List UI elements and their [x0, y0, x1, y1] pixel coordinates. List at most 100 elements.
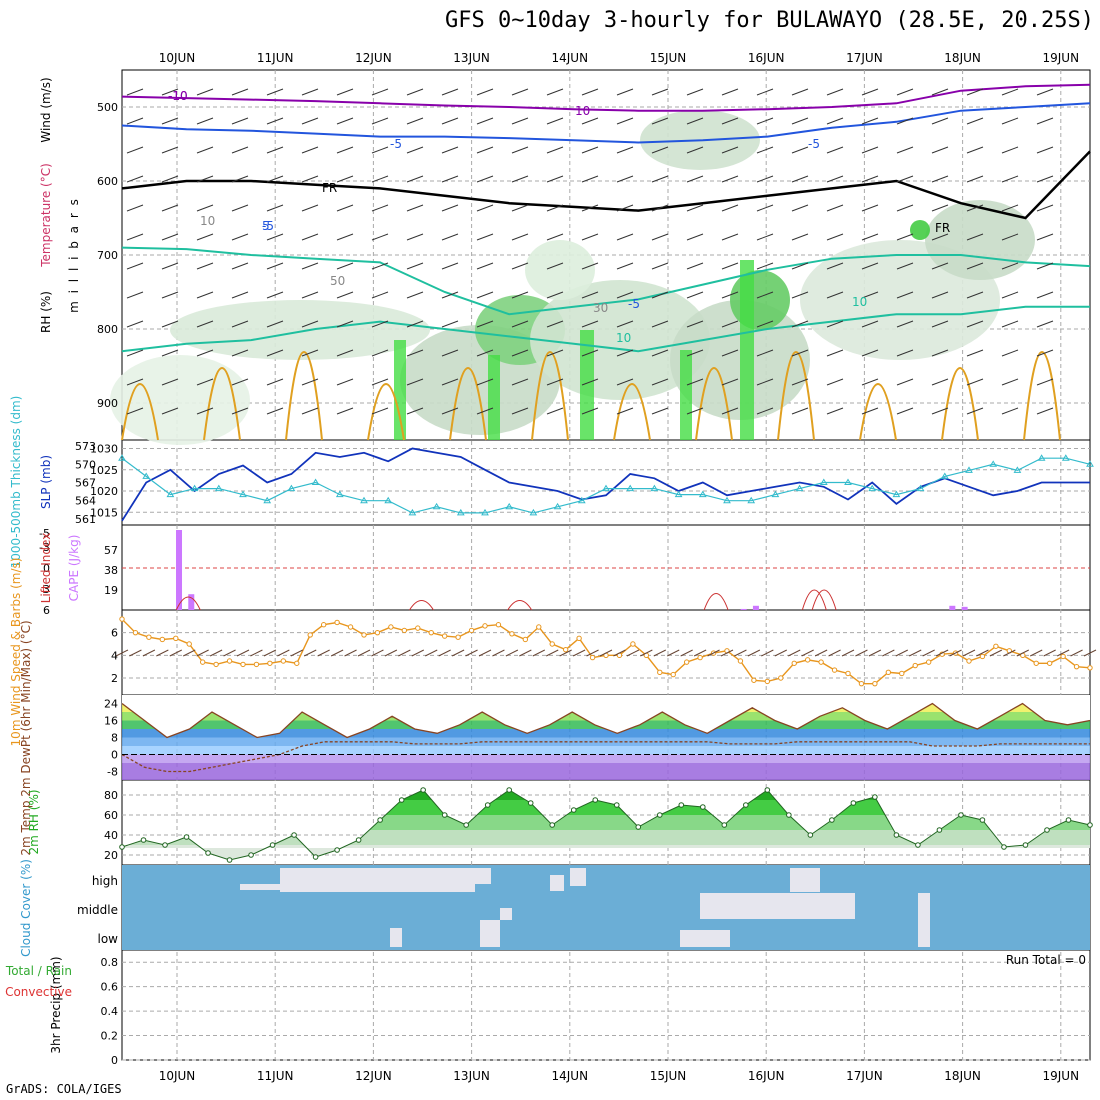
wind-barb: [861, 233, 879, 241]
pressure-tick: 800: [97, 323, 118, 336]
wind-barb: [966, 233, 984, 241]
wind-speed-point: [778, 675, 784, 681]
wind-barb: [651, 204, 669, 212]
wind-barb-10m: [1029, 649, 1043, 657]
wind-barb-10m: [519, 649, 532, 657]
wind-barb: [966, 378, 984, 386]
wind-barb: [301, 233, 319, 241]
wind-barb: [616, 146, 634, 154]
precip-tick: 0.4: [101, 1005, 119, 1018]
wind-barb: [301, 146, 319, 154]
wind-barb-10m: [707, 649, 720, 657]
wind-barb-10m: [734, 649, 747, 657]
wind-barb: [336, 88, 354, 96]
wind-barb: [266, 175, 284, 183]
wind-barb: [1001, 175, 1019, 183]
wind-speed-point: [872, 680, 878, 687]
thickness-point: [311, 478, 320, 485]
wind-barb: [756, 175, 774, 183]
thickness-point: [989, 460, 998, 467]
contour-label: -5: [390, 137, 402, 151]
wind-barb: [161, 88, 179, 96]
wind-barb: [511, 117, 529, 125]
wind-barb-10m: [1056, 649, 1070, 657]
wind-barb: [441, 175, 459, 183]
thickness-point: [287, 484, 296, 492]
wind-barb-10m: [908, 649, 922, 657]
wind-barb: [266, 320, 284, 328]
wind-barb: [546, 407, 564, 415]
wind-barb: [721, 291, 739, 299]
wind-speed-point: [925, 659, 932, 665]
wind-barb: [616, 88, 634, 96]
wind-barb: [931, 117, 949, 125]
wind-barb-10m: [182, 649, 196, 657]
wind-speed-point: [199, 659, 206, 665]
li-label: Lifted Index: [39, 533, 53, 604]
wind-barb: [896, 349, 914, 357]
wind-barb-10m: [693, 649, 707, 657]
wind-barb: [721, 320, 739, 328]
cape-tick: 38: [104, 564, 118, 577]
wind-barb: [616, 262, 634, 270]
wind-barb: [336, 117, 354, 125]
wind-speed-point: [441, 633, 448, 639]
cape-bar: [961, 606, 968, 610]
wind-barb: [861, 320, 879, 328]
wind-barb: [476, 146, 494, 154]
wind-barb-10m: [545, 649, 559, 657]
rh-point: [807, 832, 814, 838]
wind-barb: [266, 88, 284, 96]
wind-tick: 4: [111, 649, 118, 662]
wind-barb-10m: [895, 649, 909, 657]
cloud-cell: [500, 908, 512, 920]
wind-speed-point: [657, 669, 663, 676]
wind-barb: [441, 291, 459, 299]
wind-barb: [686, 204, 704, 212]
warm-contour: [367, 383, 405, 441]
wind-barb-10m: [451, 649, 465, 657]
temp-tick: 16: [104, 715, 118, 728]
wind-speed-point: [1033, 660, 1039, 666]
thickness-point: [263, 496, 272, 504]
rh-point: [872, 794, 878, 800]
wind-barb: [861, 262, 879, 270]
wind-barb: [371, 233, 389, 241]
wind-barb: [826, 146, 844, 154]
wind-speed-point: [173, 635, 179, 642]
contour-label: 50: [330, 274, 345, 288]
wind-barb: [861, 117, 879, 125]
wind-barb-10m: [949, 649, 962, 657]
thickness-point: [239, 490, 247, 498]
top-day-label: 16JUN: [748, 51, 785, 65]
rh-point: [334, 847, 340, 853]
wind-barb: [896, 175, 914, 183]
wind-barb: [266, 117, 284, 125]
wind-barb: [651, 378, 669, 386]
rh-high-column: [394, 340, 406, 440]
precip-label: 3hr Precip (mm): [49, 956, 63, 1053]
wind-barb: [161, 204, 179, 212]
temp-tick: -8: [107, 766, 118, 779]
wind-barb-10m: [559, 649, 572, 657]
wind-barb: [231, 88, 249, 96]
contour-label: -5: [808, 137, 820, 151]
wind-barb: [791, 117, 809, 125]
wind-barb: [231, 204, 249, 212]
wind-barb: [931, 175, 949, 183]
wind-barb: [616, 175, 634, 183]
rh-point: [506, 787, 513, 793]
wind-barb: [266, 291, 284, 299]
wind-barb: [756, 291, 774, 299]
wind-barb: [826, 117, 844, 125]
wind-barb: [546, 291, 564, 299]
wind-speed-point: [388, 624, 394, 630]
wind-barb: [826, 233, 844, 241]
thickness-point: [965, 466, 973, 473]
wind-barb: [1036, 320, 1054, 328]
wind-speed-point: [576, 635, 582, 642]
wind-barb-10m: [922, 649, 935, 657]
wind-barb: [966, 320, 984, 328]
thickness-point: [626, 484, 635, 492]
wind-barb: [791, 320, 809, 328]
